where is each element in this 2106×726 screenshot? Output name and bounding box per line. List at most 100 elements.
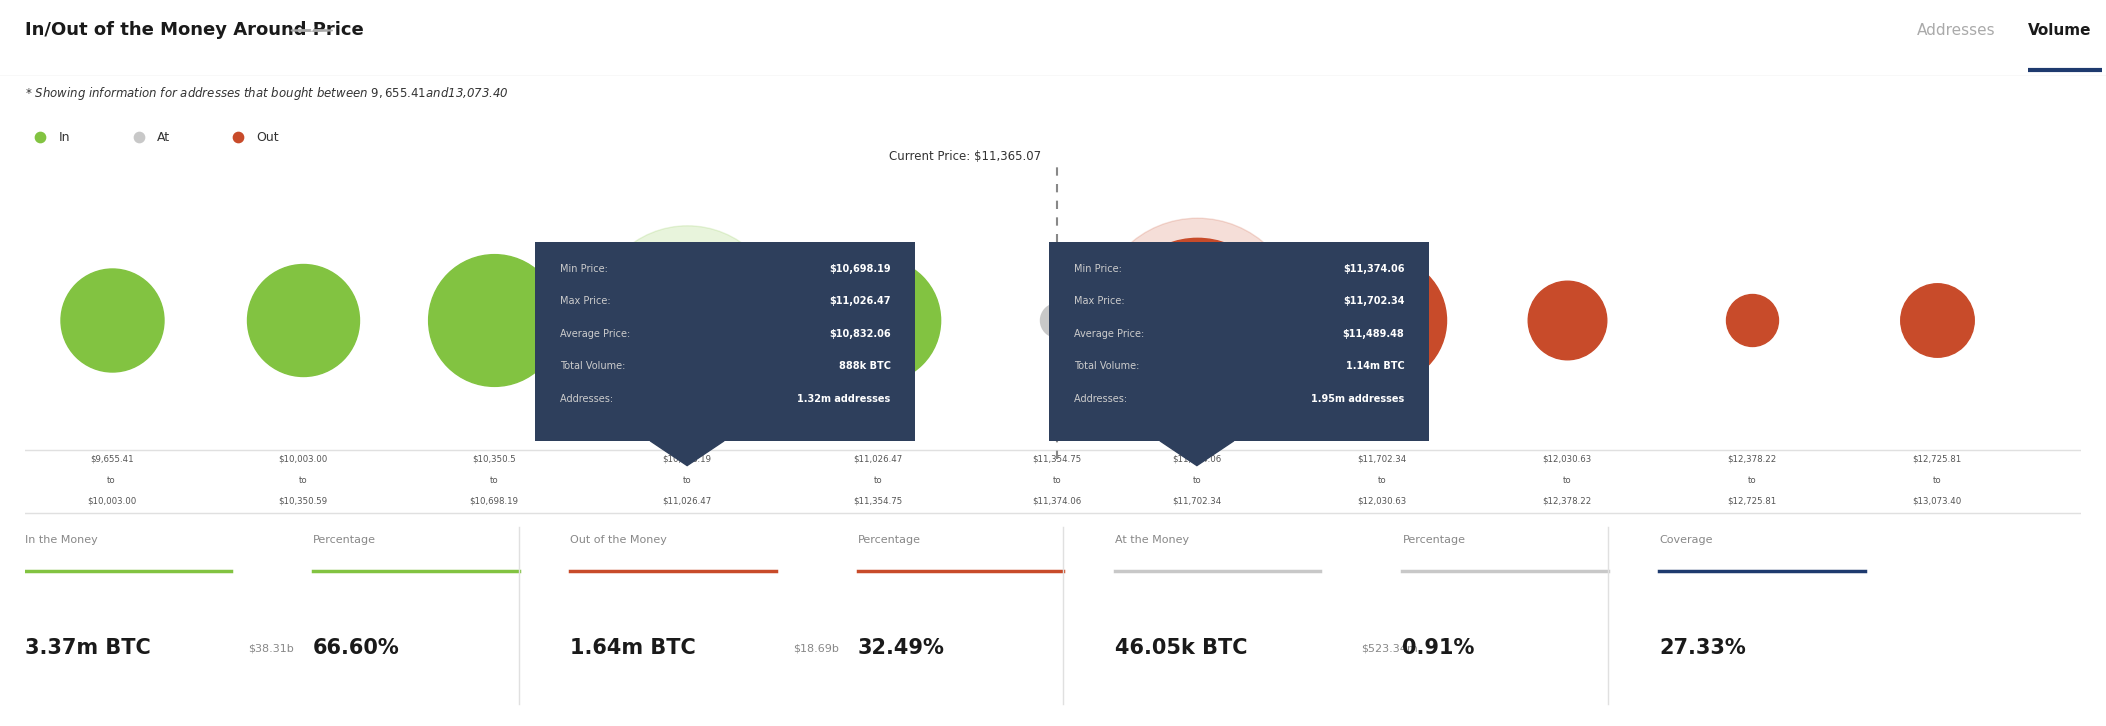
Text: $13,073.40: $13,073.40 [1912, 497, 1961, 506]
Text: Out: Out [257, 131, 280, 144]
Point [1921, 314, 1954, 326]
Point [1735, 314, 1769, 326]
Point [670, 314, 703, 326]
FancyBboxPatch shape [535, 242, 916, 441]
Text: Current Price: $11,365.07: Current Price: $11,365.07 [889, 150, 1040, 163]
Text: Percentage: Percentage [1403, 535, 1466, 545]
Text: Volume: Volume [2028, 23, 2091, 38]
Polygon shape [651, 441, 724, 465]
Circle shape [291, 30, 333, 31]
Text: Total Volume:: Total Volume: [1074, 362, 1141, 372]
Point [1179, 314, 1213, 326]
Point [23, 131, 57, 143]
FancyBboxPatch shape [1049, 242, 1430, 441]
Text: 27.33%: 27.33% [1660, 638, 1746, 658]
Text: Addresses: Addresses [1916, 23, 1994, 38]
Point [95, 314, 128, 326]
Text: $12,030.63: $12,030.63 [1542, 455, 1592, 464]
Text: $38.31b: $38.31b [249, 643, 295, 653]
Text: $12,725.81: $12,725.81 [1912, 455, 1961, 464]
Text: Out of the Money: Out of the Money [571, 535, 668, 545]
Text: Addresses:: Addresses: [1074, 394, 1129, 404]
Text: Max Price:: Max Price: [1074, 296, 1127, 306]
Point [122, 131, 156, 143]
Text: Average Price:: Average Price: [560, 329, 634, 339]
Text: $10,698.19: $10,698.19 [663, 455, 712, 464]
Text: 1.64m BTC: 1.64m BTC [571, 638, 695, 658]
Text: Total Volume:: Total Volume: [560, 362, 628, 372]
Text: 1.14m BTC: 1.14m BTC [1346, 362, 1405, 372]
Text: Min Price:: Min Price: [1074, 264, 1125, 274]
Text: to: to [1563, 476, 1571, 485]
Text: to: to [107, 476, 116, 485]
Text: ?: ? [310, 25, 314, 36]
Text: $10,832.06: $10,832.06 [830, 329, 891, 339]
Text: $10,698.19: $10,698.19 [830, 264, 891, 274]
Text: $18.69b: $18.69b [794, 643, 838, 653]
Polygon shape [1160, 441, 1234, 465]
Text: to: to [682, 476, 691, 485]
Text: 3.37m BTC: 3.37m BTC [25, 638, 152, 658]
Text: Percentage: Percentage [857, 535, 920, 545]
Point [670, 314, 703, 326]
Text: $523.34m: $523.34m [1360, 643, 1417, 653]
Text: $11,374.06: $11,374.06 [1344, 264, 1405, 274]
Point [1040, 314, 1074, 326]
Text: $12,725.81: $12,725.81 [1727, 497, 1777, 506]
Text: In/Out of the Money Around Price: In/Out of the Money Around Price [25, 22, 364, 39]
Point [1365, 314, 1398, 326]
Text: In the Money: In the Money [25, 535, 99, 545]
Text: $11,354.75: $11,354.75 [1032, 455, 1082, 464]
Text: 32.49%: 32.49% [857, 638, 946, 658]
Text: $11,374.06: $11,374.06 [1032, 497, 1082, 506]
Text: $12,030.63: $12,030.63 [1356, 497, 1407, 506]
Text: Max Price:: Max Price: [560, 296, 613, 306]
Text: $11,489.48: $11,489.48 [1344, 329, 1405, 339]
Text: $11,702.34: $11,702.34 [1344, 296, 1405, 306]
Text: to: to [1377, 476, 1386, 485]
Text: * Showing information for addresses that bought between $9,655.41 and $13,073.40: * Showing information for addresses that… [25, 84, 510, 102]
Text: to: to [1192, 476, 1200, 485]
Text: Addresses:: Addresses: [560, 394, 615, 404]
Text: $11,354.75: $11,354.75 [853, 497, 903, 506]
Text: $11,374.06: $11,374.06 [1173, 455, 1221, 464]
Text: $10,350.59: $10,350.59 [278, 497, 326, 506]
Text: 888k BTC: 888k BTC [838, 362, 891, 372]
Text: to: to [1053, 476, 1061, 485]
Text: $10,003.00: $10,003.00 [86, 497, 137, 506]
Text: Average Price:: Average Price: [1074, 329, 1148, 339]
Text: Min Price:: Min Price: [560, 264, 611, 274]
Text: to: to [1748, 476, 1756, 485]
Text: $9,655.41: $9,655.41 [91, 455, 133, 464]
Text: At: At [158, 131, 171, 144]
Text: In: In [59, 131, 69, 144]
Text: $12,378.22: $12,378.22 [1727, 455, 1777, 464]
Text: 66.60%: 66.60% [314, 638, 400, 658]
Text: Coverage: Coverage [1660, 535, 1712, 545]
Text: 1.95m addresses: 1.95m addresses [1312, 394, 1405, 404]
Text: $11,702.34: $11,702.34 [1173, 497, 1221, 506]
Text: $10,698.19: $10,698.19 [470, 497, 518, 506]
Text: $10,350.5: $10,350.5 [472, 455, 516, 464]
Text: to: to [1933, 476, 1942, 485]
Text: 46.05k BTC: 46.05k BTC [1114, 638, 1247, 658]
Text: to: to [489, 476, 499, 485]
Text: Percentage: Percentage [314, 535, 377, 545]
Text: to: to [299, 476, 307, 485]
Point [861, 314, 895, 326]
Text: $10,003.00: $10,003.00 [278, 455, 326, 464]
Point [478, 314, 512, 326]
Point [221, 131, 255, 143]
Text: 1.32m addresses: 1.32m addresses [798, 394, 891, 404]
Point [286, 314, 320, 326]
Text: 0.91%: 0.91% [1403, 638, 1474, 658]
Text: $11,026.47: $11,026.47 [663, 497, 712, 506]
Text: At the Money: At the Money [1114, 535, 1188, 545]
Point [1550, 314, 1584, 326]
Text: $12,378.22: $12,378.22 [1542, 497, 1592, 506]
Point [1179, 314, 1213, 326]
Text: $11,702.34: $11,702.34 [1356, 455, 1407, 464]
Text: $11,026.47: $11,026.47 [853, 455, 903, 464]
Text: $11,026.47: $11,026.47 [830, 296, 891, 306]
Text: to: to [874, 476, 882, 485]
